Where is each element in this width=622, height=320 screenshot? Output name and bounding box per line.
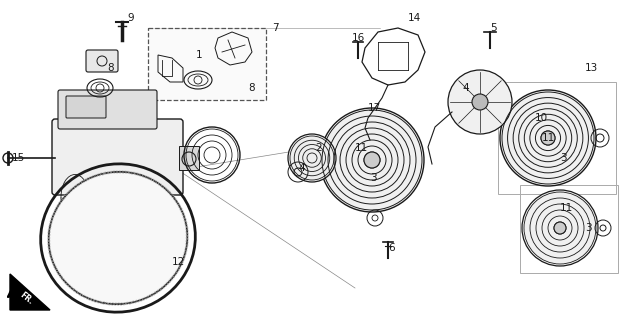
- FancyBboxPatch shape: [52, 119, 183, 195]
- Text: 17: 17: [368, 103, 381, 113]
- Text: 12: 12: [172, 257, 185, 267]
- Text: 9: 9: [127, 13, 134, 23]
- Text: 13: 13: [585, 63, 598, 73]
- Text: 7: 7: [272, 23, 279, 33]
- FancyBboxPatch shape: [58, 90, 157, 129]
- Circle shape: [522, 190, 598, 266]
- Polygon shape: [10, 274, 50, 310]
- Text: 3: 3: [560, 153, 567, 163]
- Circle shape: [541, 131, 555, 145]
- Circle shape: [364, 152, 380, 168]
- Circle shape: [500, 90, 596, 186]
- FancyBboxPatch shape: [148, 28, 266, 100]
- Text: 10: 10: [535, 113, 548, 123]
- Text: 5: 5: [490, 23, 496, 33]
- Text: 6: 6: [388, 243, 394, 253]
- Ellipse shape: [49, 172, 187, 304]
- Text: 11: 11: [542, 133, 555, 143]
- FancyBboxPatch shape: [86, 50, 118, 72]
- Text: 2: 2: [315, 143, 322, 153]
- Text: 16: 16: [352, 33, 365, 43]
- Circle shape: [554, 222, 566, 234]
- Text: 4: 4: [298, 163, 305, 173]
- Text: 11: 11: [355, 143, 368, 153]
- Text: FR.: FR.: [18, 290, 35, 306]
- Text: 14: 14: [408, 13, 421, 23]
- Text: 4: 4: [462, 83, 468, 93]
- Circle shape: [320, 108, 424, 212]
- Text: 1: 1: [196, 50, 203, 60]
- Text: 11: 11: [560, 203, 573, 213]
- FancyBboxPatch shape: [179, 146, 199, 170]
- Text: 8: 8: [107, 63, 114, 73]
- Circle shape: [288, 134, 336, 182]
- Circle shape: [448, 70, 512, 134]
- Text: 8: 8: [248, 83, 254, 93]
- Text: 3: 3: [585, 223, 592, 233]
- Circle shape: [472, 94, 488, 110]
- Text: 15: 15: [12, 153, 26, 163]
- Text: 3: 3: [370, 173, 377, 183]
- FancyBboxPatch shape: [66, 96, 106, 118]
